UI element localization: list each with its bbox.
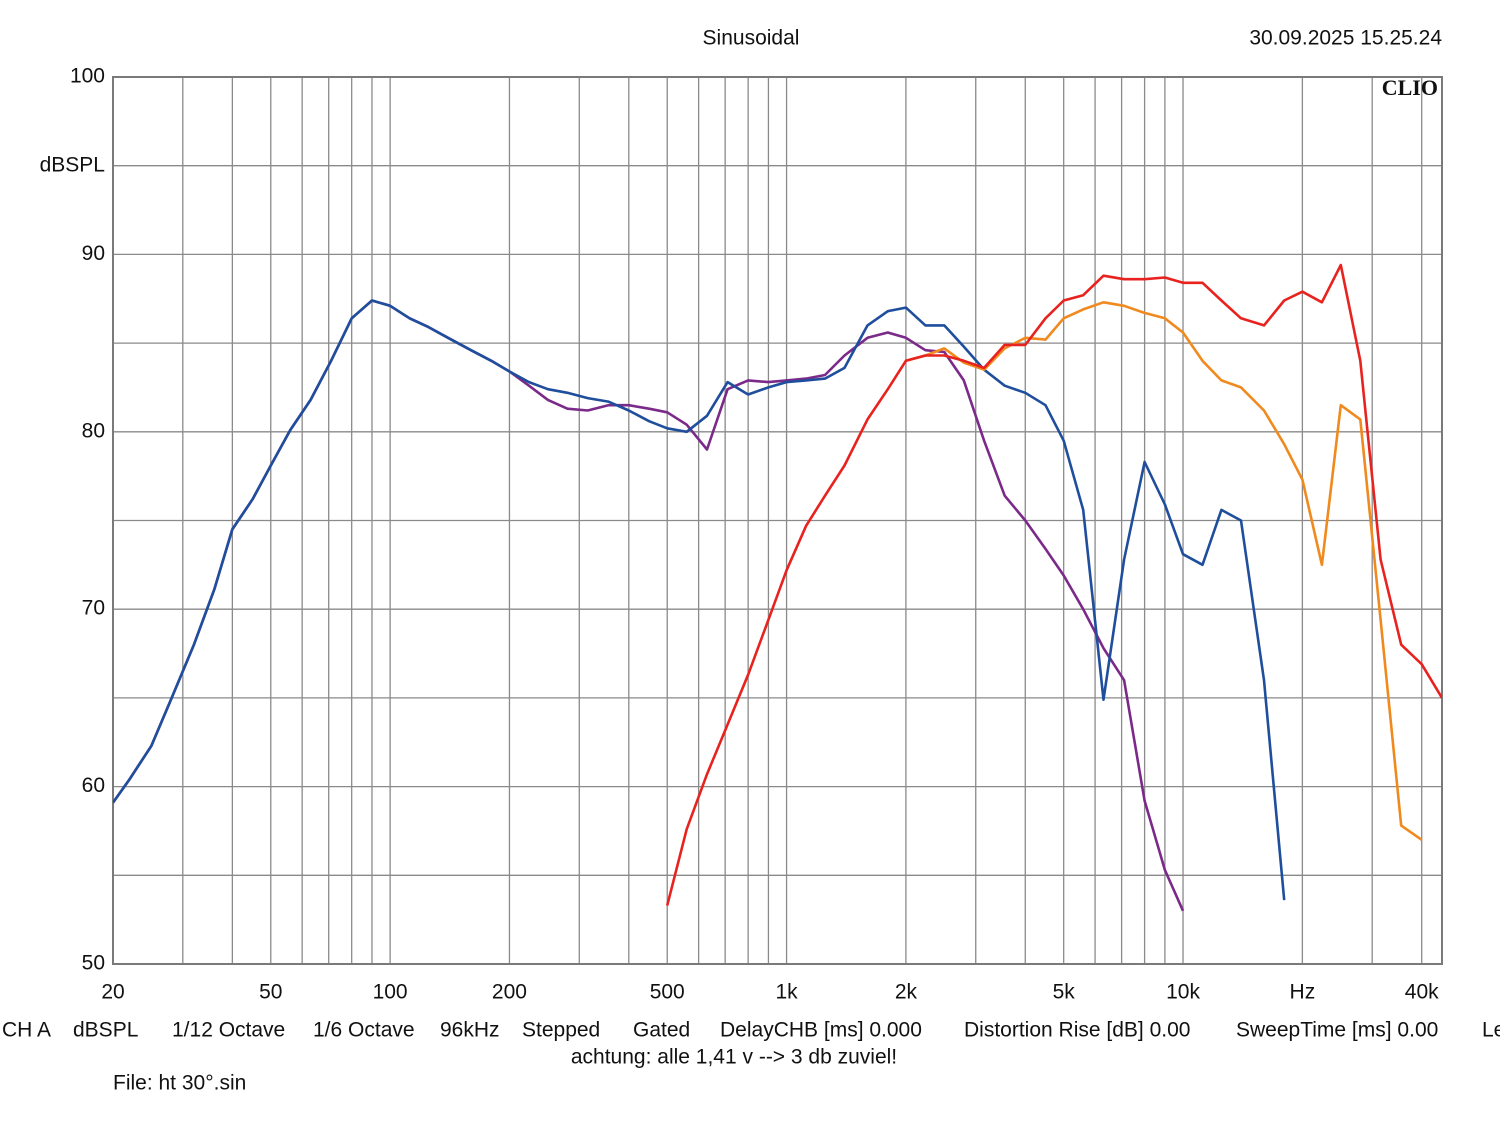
x-tick-label: 2k — [895, 981, 918, 1004]
series-line — [113, 301, 1241, 911]
footer-item: Stepped — [522, 1019, 600, 1042]
y-tick-label: 90 — [82, 242, 105, 265]
logo: CLIO — [1382, 75, 1438, 100]
file-name: File: ht 30°.sin — [113, 1072, 246, 1095]
note: achtung: alle 1,41 v --> 3 db zuviel! — [571, 1046, 897, 1069]
x-tick-label: 1k — [775, 981, 798, 1004]
x-tick-label: 200 — [492, 981, 527, 1004]
x-tick-label: 50 — [259, 981, 282, 1004]
footer-item: CH A — [2, 1019, 51, 1042]
y-tick-label: 100 — [70, 65, 105, 88]
footer-item: Le — [1482, 1019, 1500, 1042]
footer-item: 96kHz — [440, 1019, 500, 1042]
footer-item: 1/6 Octave — [313, 1019, 415, 1042]
footer-item: Distortion Rise [dB] 0.00 — [964, 1019, 1190, 1042]
y-tick-label: 50 — [82, 952, 105, 975]
y-tick-label: 70 — [82, 597, 105, 620]
x-tick-label: 20 — [101, 981, 124, 1004]
x-tick-label: 40k — [1405, 981, 1439, 1004]
chart-title: Sinusoidal — [703, 27, 800, 50]
footer-item: Gated — [633, 1019, 690, 1042]
footer-item: DelayCHB [ms] 0.000 — [720, 1019, 922, 1042]
y-tick-label: 80 — [82, 419, 105, 442]
y-tick-label: 60 — [82, 774, 105, 797]
x-tick-label: 100 — [373, 981, 408, 1004]
series-line — [905, 301, 1423, 841]
x-tick-label: Hz — [1290, 981, 1316, 1004]
timestamp: 30.09.2025 15.25.24 — [1249, 27, 1442, 50]
plot-frame — [112, 76, 1443, 965]
series-line — [665, 263, 1442, 906]
footer-item: dBSPL — [73, 1019, 138, 1042]
x-tick-label: 10k — [1166, 981, 1200, 1004]
footer-item: 1/12 Octave — [172, 1019, 285, 1042]
footer-item: SweepTime [ms] 0.00 — [1236, 1019, 1438, 1042]
x-tick-label: 500 — [650, 981, 685, 1004]
y-axis-label: dBSPL — [40, 154, 105, 177]
series-line — [113, 299, 1286, 901]
x-tick-label: 5k — [1053, 981, 1076, 1004]
